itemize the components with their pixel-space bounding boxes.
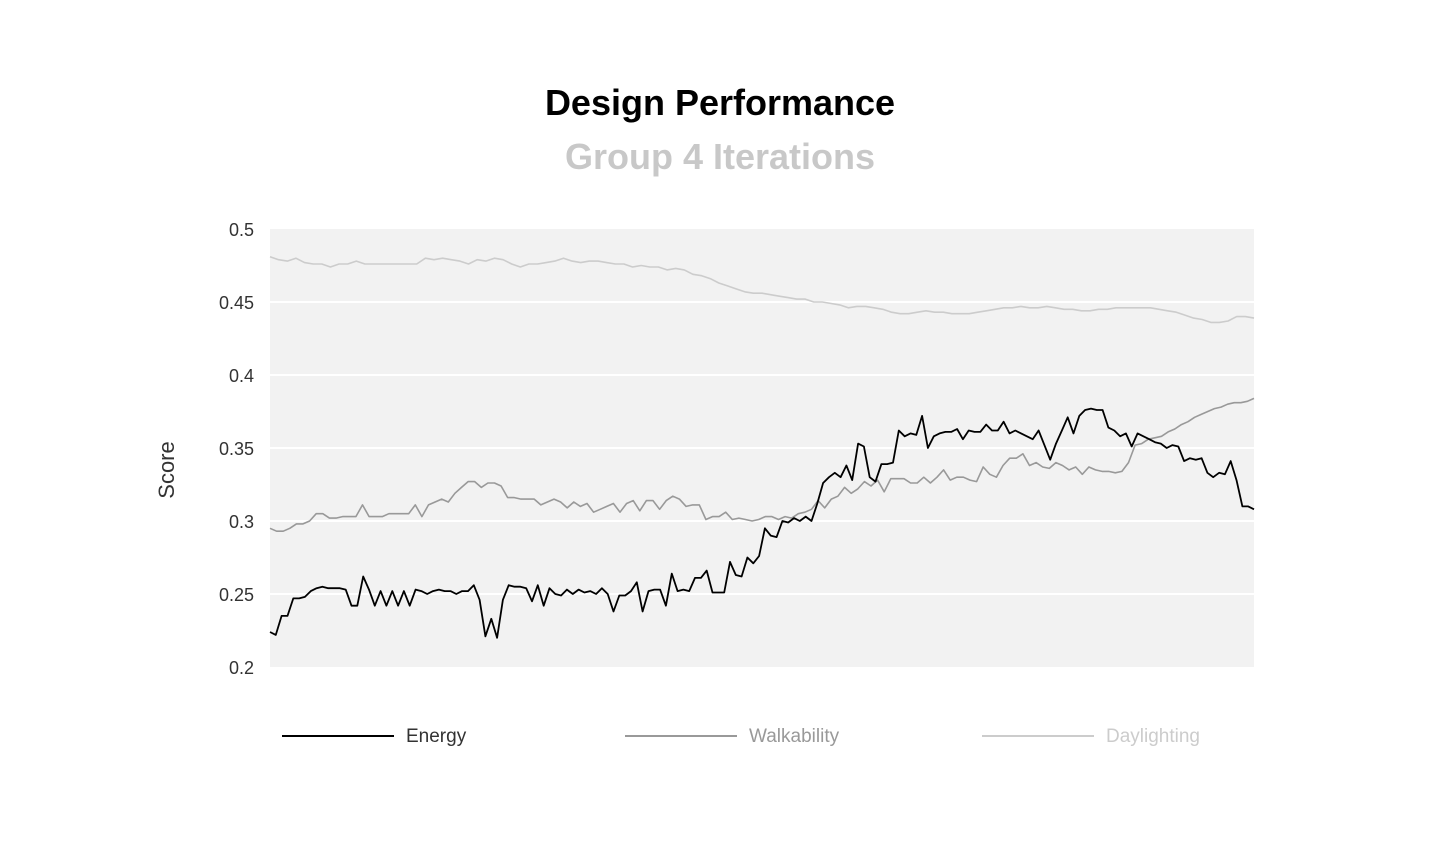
y-axis-ticks: 0.5 0.45 0.4 0.35 0.3 0.25 0.2	[219, 220, 254, 678]
series-lines	[269, 255, 1255, 639]
series-line-energy	[269, 407, 1255, 639]
y-tick-label: 0.4	[229, 366, 254, 386]
y-tick-label: 0.3	[229, 512, 254, 532]
legend-label-walkability: Walkability	[749, 726, 840, 747]
series-line-walkability	[269, 397, 1255, 533]
y-tick-label: 0.25	[219, 585, 254, 605]
y-axis-label: Score	[154, 441, 179, 498]
series-line-daylighting	[269, 255, 1255, 324]
chart-subtitle: Group 4 Iterations	[564, 136, 876, 177]
chart-title: Design Performance	[544, 82, 896, 123]
legend: Energy Walkability Daylighting	[282, 726, 1200, 747]
legend-label-daylighting: Daylighting	[1106, 726, 1200, 747]
legend-label-energy: Energy	[406, 726, 467, 747]
grid-lines	[270, 301, 1254, 595]
y-tick-label: 0.35	[219, 439, 254, 459]
y-tick-label: 0.5	[229, 220, 254, 240]
y-tick-label: 0.45	[219, 293, 254, 313]
y-tick-label: 0.2	[229, 658, 254, 678]
